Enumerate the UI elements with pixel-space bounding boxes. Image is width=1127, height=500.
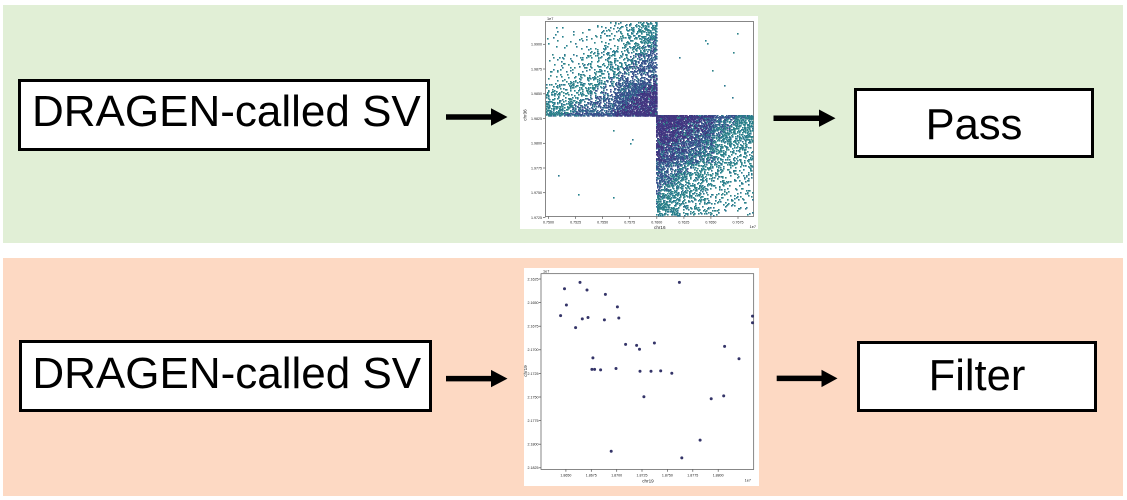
svg-text:1e7: 1e7 bbox=[750, 225, 756, 229]
svg-text:2.1750: 2.1750 bbox=[528, 395, 539, 399]
svg-text:1.9900: 1.9900 bbox=[531, 43, 542, 47]
svg-text:1.9775: 1.9775 bbox=[531, 166, 542, 170]
svg-text:0.7625: 0.7625 bbox=[678, 221, 689, 225]
svg-text:1.8675: 1.8675 bbox=[586, 474, 597, 478]
svg-text:2.1800: 2.1800 bbox=[528, 443, 539, 447]
svg-text:1.9750: 1.9750 bbox=[531, 191, 542, 195]
svg-text:1.8650: 1.8650 bbox=[560, 474, 571, 478]
svg-text:1.9875: 1.9875 bbox=[531, 67, 542, 71]
svg-text:1.8725: 1.8725 bbox=[637, 474, 648, 478]
svg-text:2.1700: 2.1700 bbox=[528, 348, 539, 352]
svg-text:1.8700: 1.8700 bbox=[611, 474, 622, 478]
svg-text:chr19: chr19 bbox=[642, 479, 654, 484]
svg-text:0.7575: 0.7575 bbox=[624, 221, 635, 225]
svg-text:1.9725: 1.9725 bbox=[531, 216, 542, 220]
svg-text:1.8775: 1.8775 bbox=[687, 474, 698, 478]
svg-text:0.7500: 0.7500 bbox=[543, 221, 554, 225]
svg-text:chr19: chr19 bbox=[523, 365, 528, 377]
svg-text:1.8800: 1.8800 bbox=[713, 474, 724, 478]
svg-text:2.1825: 2.1825 bbox=[528, 466, 539, 470]
svg-text:chr16: chr16 bbox=[654, 225, 666, 230]
svg-text:2.1625: 2.1625 bbox=[528, 277, 539, 281]
svg-text:2.1675: 2.1675 bbox=[528, 325, 539, 329]
svg-text:0.7650: 0.7650 bbox=[705, 221, 716, 225]
svg-text:1.9800: 1.9800 bbox=[531, 142, 542, 146]
svg-text:0.7600: 0.7600 bbox=[651, 221, 662, 225]
svg-text:chr36: chr36 bbox=[523, 109, 528, 121]
svg-text:0.7525: 0.7525 bbox=[570, 221, 581, 225]
svg-text:1.8750: 1.8750 bbox=[662, 474, 673, 478]
svg-text:1e7: 1e7 bbox=[547, 17, 553, 21]
svg-text:1.9825: 1.9825 bbox=[531, 117, 542, 121]
svg-text:0.7550: 0.7550 bbox=[597, 221, 608, 225]
svg-text:2.1650: 2.1650 bbox=[528, 301, 539, 305]
svg-text:0.7675: 0.7675 bbox=[733, 221, 744, 225]
svg-text:2.1775: 2.1775 bbox=[528, 419, 539, 423]
svg-text:1.9850: 1.9850 bbox=[531, 92, 542, 96]
svg-text:1e7: 1e7 bbox=[745, 479, 751, 483]
svg-text:2.1725: 2.1725 bbox=[528, 372, 539, 376]
svg-text:1e7: 1e7 bbox=[543, 270, 549, 274]
